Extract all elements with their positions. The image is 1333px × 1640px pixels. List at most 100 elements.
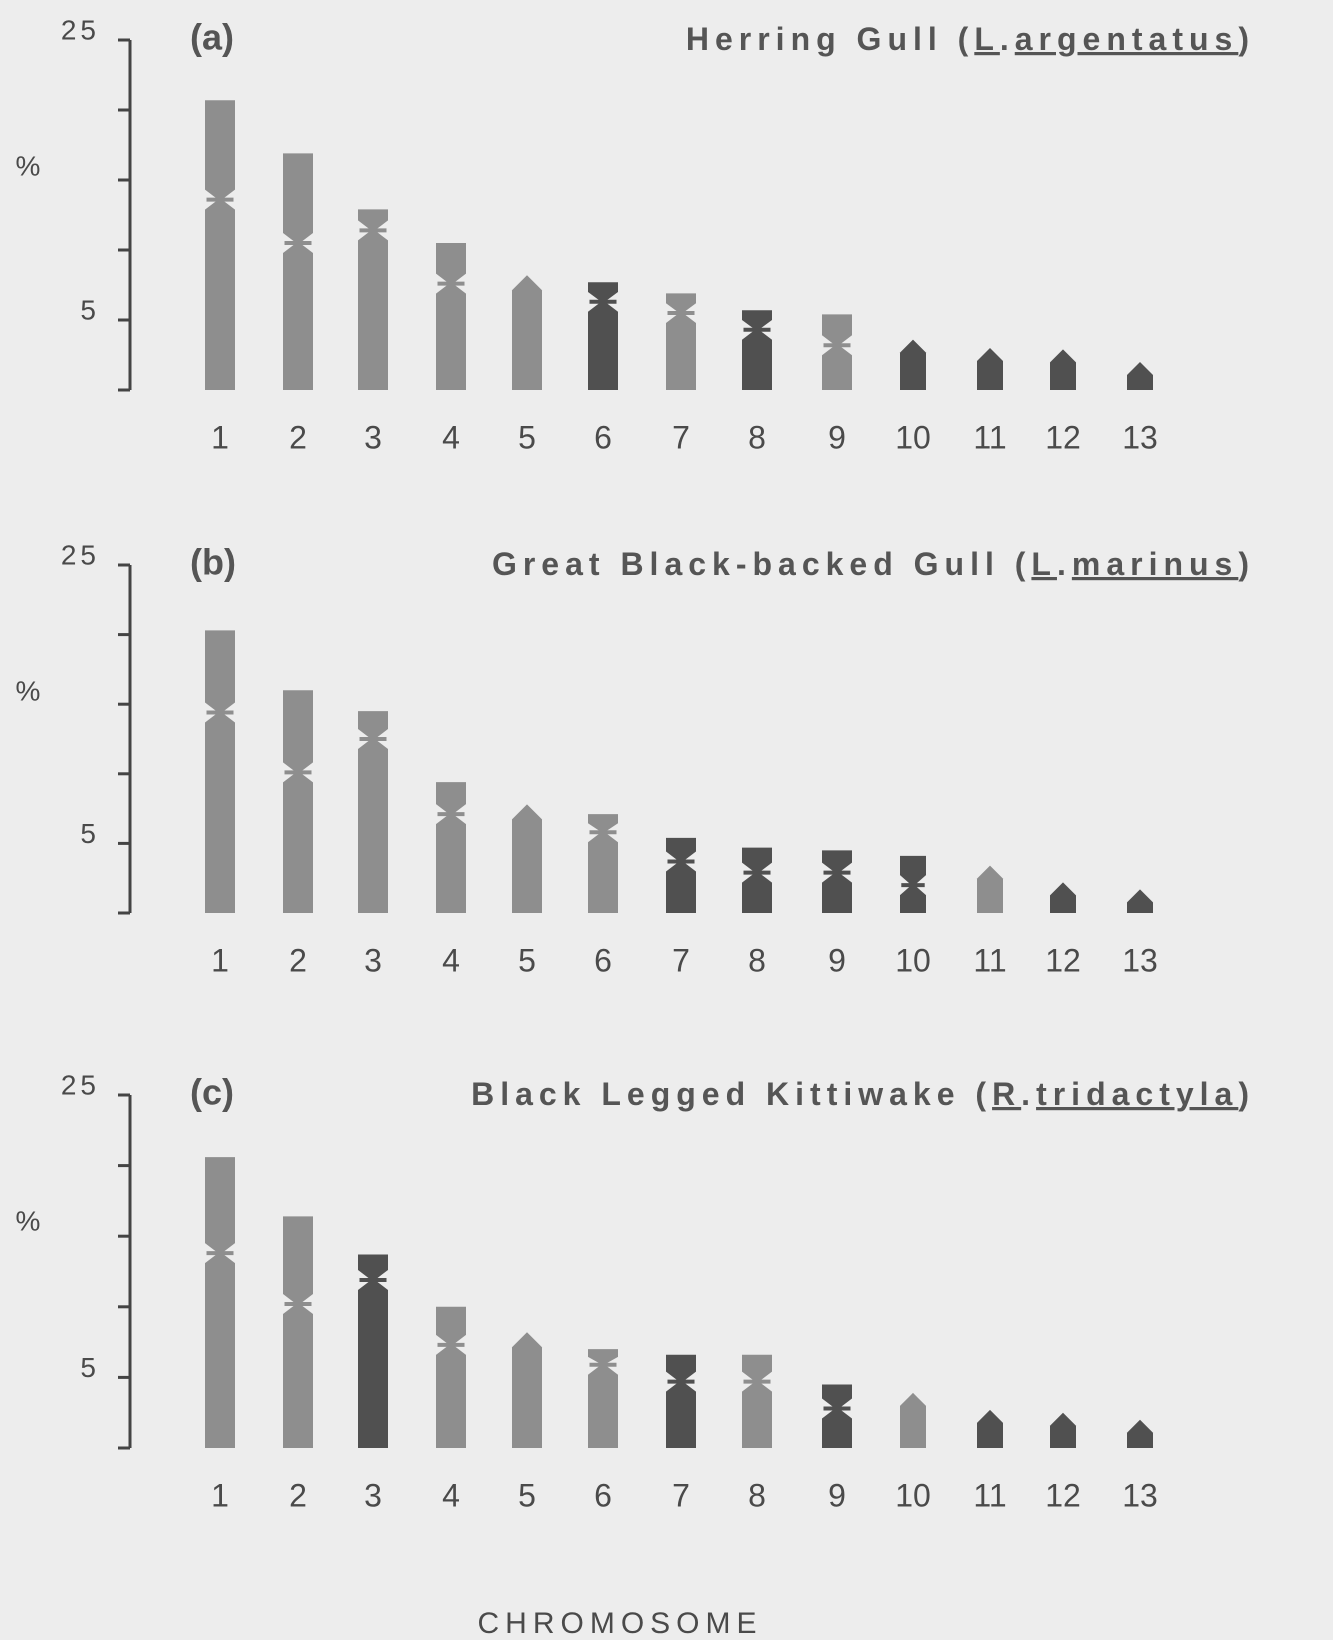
x-tick-label: 6 — [594, 419, 612, 455]
title-part: marinus — [1072, 546, 1238, 582]
x-tick-label: 9 — [828, 1477, 846, 1513]
x-tick-label: 2 — [289, 419, 307, 455]
x-tick-label: 13 — [1122, 1477, 1158, 1513]
chart-title: Black Legged Kittiwake (R.tridactyla) — [471, 1076, 1255, 1112]
x-tick-label: 3 — [364, 942, 382, 978]
chromosome — [742, 310, 772, 390]
x-tick-label: 13 — [1122, 942, 1158, 978]
figure: CHROMOSOME 525%(a)Herring Gull (L.argent… — [0, 0, 1333, 1640]
x-tick-label: 7 — [672, 1477, 690, 1513]
x-tick-label: 10 — [895, 942, 931, 978]
chromosome — [1050, 1413, 1076, 1448]
x-tick-label: 4 — [442, 1477, 460, 1513]
x-tick-label: 13 — [1122, 419, 1158, 455]
chromosome — [588, 814, 618, 913]
chromosome — [283, 153, 313, 390]
chromosome — [283, 1216, 313, 1448]
title-part: R — [992, 1076, 1021, 1112]
chart-title: Herring Gull (L.argentatus) — [686, 21, 1255, 57]
x-tick-label: 8 — [748, 419, 766, 455]
panel-label: (a) — [190, 17, 234, 58]
x-tick-label: 10 — [895, 419, 931, 455]
title-part: L — [1031, 546, 1057, 582]
chromosome — [358, 209, 388, 390]
x-tick-label: 9 — [828, 942, 846, 978]
x-tick-label: 8 — [748, 1477, 766, 1513]
title-part: Black Legged Kittiwake ( — [471, 1076, 992, 1112]
chromosome — [512, 804, 542, 913]
chromosome — [742, 848, 772, 913]
x-tick-label: 4 — [442, 942, 460, 978]
y-tick-label: 25 — [61, 1069, 100, 1100]
x-tick-label: 5 — [518, 1477, 536, 1513]
x-tick-label: 10 — [895, 1477, 931, 1513]
panel-label: (b) — [190, 542, 236, 583]
y-tick-label: 5 — [80, 294, 100, 325]
y-axis-label: % — [16, 150, 45, 181]
panel-label: (c) — [190, 1072, 234, 1113]
y-axis-label: % — [16, 1205, 45, 1236]
x-tick-label: 8 — [748, 942, 766, 978]
x-tick-label: 6 — [594, 1477, 612, 1513]
x-tick-label: 1 — [211, 942, 229, 978]
chromosome — [1050, 349, 1076, 390]
x-tick-label: 12 — [1045, 1477, 1081, 1513]
chromosome — [1127, 362, 1153, 390]
chromosome — [283, 690, 313, 913]
x-tick-label: 2 — [289, 942, 307, 978]
x-tick-label: 12 — [1045, 942, 1081, 978]
chromosome — [822, 1384, 852, 1448]
chromosome — [900, 1393, 926, 1448]
x-tick-label: 1 — [211, 1477, 229, 1513]
title-part: . — [1057, 546, 1072, 582]
title-part: . — [1000, 21, 1015, 57]
x-tick-label: 7 — [672, 419, 690, 455]
chromosome — [436, 782, 466, 913]
chromosome — [205, 100, 235, 390]
chromosome — [742, 1355, 772, 1448]
x-tick-label: 12 — [1045, 419, 1081, 455]
chromosome — [512, 1332, 542, 1448]
title-part: L — [974, 21, 1000, 57]
title-part: . — [1021, 1076, 1036, 1112]
chromosome — [588, 282, 618, 390]
chromosome — [512, 275, 542, 390]
title-part: ) — [1238, 546, 1255, 582]
y-tick-label: 5 — [80, 818, 100, 849]
x-tick-label: 3 — [364, 419, 382, 455]
x-tick-label: 2 — [289, 1477, 307, 1513]
x-tick-label: 3 — [364, 1477, 382, 1513]
chromosome — [205, 630, 235, 913]
chromosome — [977, 866, 1003, 913]
x-tick-label: 5 — [518, 419, 536, 455]
chromosome — [666, 838, 696, 913]
chromosome — [358, 1255, 388, 1448]
title-part: argentatus — [1015, 21, 1239, 57]
x-tick-label: 4 — [442, 419, 460, 455]
chromosome — [436, 243, 466, 390]
y-axis-label: % — [16, 675, 45, 706]
chromosome — [666, 1355, 696, 1448]
x-tick-label: 5 — [518, 942, 536, 978]
chromosome — [977, 348, 1003, 390]
chromosome — [1127, 889, 1153, 913]
chromosome — [666, 293, 696, 390]
y-tick-label: 25 — [61, 14, 100, 45]
x-tick-label: 11 — [973, 942, 1006, 978]
chromosome — [205, 1157, 235, 1448]
chromosome — [358, 711, 388, 913]
x-tick-label: 6 — [594, 942, 612, 978]
chromosome — [436, 1307, 466, 1448]
y-tick-label: 25 — [61, 539, 100, 570]
chromosome — [822, 850, 852, 913]
x-tick-label: 11 — [973, 1477, 1006, 1513]
y-tick-label: 5 — [80, 1352, 100, 1383]
chart-title: Great Black-backed Gull (L.marinus) — [492, 546, 1255, 582]
x-tick-label: 11 — [973, 419, 1006, 455]
chromosome — [822, 314, 852, 390]
title-part: ) — [1238, 21, 1255, 57]
title-part: ) — [1238, 1076, 1255, 1112]
x-axis-label: CHROMOSOME — [478, 1607, 763, 1640]
x-tick-label: 7 — [672, 942, 690, 978]
x-tick-label: 9 — [828, 419, 846, 455]
